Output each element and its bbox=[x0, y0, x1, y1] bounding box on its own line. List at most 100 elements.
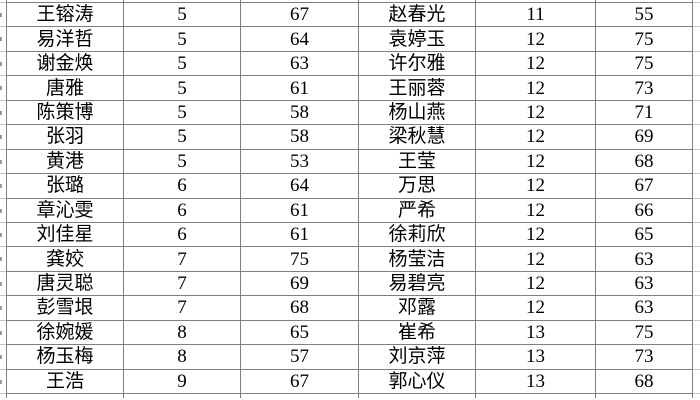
cropped-right-column-sliver bbox=[693, 2, 700, 27]
cropped-right-column-sliver bbox=[693, 197, 700, 222]
cropped-left-column-sliver bbox=[0, 393, 6, 398]
cropped-left-column-sliver bbox=[0, 50, 6, 76]
cell-score-left: 63 bbox=[240, 50, 358, 76]
cell-score-right: 63 bbox=[595, 246, 693, 271]
cell-number-right: 12 bbox=[475, 197, 595, 222]
cell-number-right: 12 bbox=[475, 270, 595, 296]
cell-score-right: 68 bbox=[595, 148, 693, 174]
cell-score-left: 64 bbox=[240, 173, 358, 198]
cell-score-left: 61 bbox=[240, 75, 358, 100]
cropped-left-column-sliver bbox=[0, 2, 6, 27]
cell-score-left: 67 bbox=[240, 368, 358, 393]
cell-score-right: 73 bbox=[595, 75, 693, 100]
cell-number-right: 12 bbox=[475, 221, 595, 247]
cropped-left-column-sliver bbox=[0, 295, 6, 320]
cell-score-right bbox=[595, 393, 693, 398]
cell-number-left bbox=[123, 393, 240, 398]
cell-number-left: 5 bbox=[123, 50, 240, 76]
cell-number-right bbox=[475, 0, 595, 2]
cell-number-left: 7 bbox=[123, 295, 240, 320]
cell-number-right: 11 bbox=[475, 2, 595, 27]
cell-score-right: 73 bbox=[595, 344, 693, 369]
cropped-right-column-sliver bbox=[693, 26, 700, 51]
cell-number-left: 7 bbox=[123, 246, 240, 271]
cell-number-left: 6 bbox=[123, 197, 240, 222]
cell-name-left: 刘佳星 bbox=[6, 221, 123, 247]
cell-score-right bbox=[595, 0, 693, 2]
cell-name-left: 龚姣 bbox=[6, 246, 123, 271]
cell-name-right: 严希 bbox=[358, 197, 475, 222]
cell-number-right: 13 bbox=[475, 344, 595, 369]
cell-score-left: 61 bbox=[240, 221, 358, 247]
cell-number-right: 12 bbox=[475, 246, 595, 271]
cell-score-left bbox=[240, 393, 358, 398]
cropped-right-column-sliver bbox=[693, 50, 700, 76]
cell-name-right: 杨山燕 bbox=[358, 99, 475, 125]
cell-score-left: 61 bbox=[240, 197, 358, 222]
cell-number-left: 5 bbox=[123, 75, 240, 100]
cell-score-left: 65 bbox=[240, 319, 358, 345]
cell-name-left: 王浩 bbox=[6, 368, 123, 393]
cell-score-right: 69 bbox=[595, 124, 693, 149]
cell-score-right: 68 bbox=[595, 368, 693, 393]
cell-name-right: 易碧亮 bbox=[358, 270, 475, 296]
cell-name-right: 梁秋慧 bbox=[358, 124, 475, 149]
cell-name-right: 刘京萍 bbox=[358, 344, 475, 369]
cell-score-left bbox=[240, 0, 358, 2]
cell-name-right bbox=[358, 0, 475, 2]
cell-name-left: 章沁雯 bbox=[6, 197, 123, 222]
cell-score-right: 75 bbox=[595, 319, 693, 345]
cell-number-left bbox=[123, 0, 240, 2]
cropped-left-column-sliver bbox=[0, 75, 6, 100]
cell-name-left: 易洋哲 bbox=[6, 26, 123, 51]
cropped-left-column-sliver bbox=[0, 344, 6, 369]
cropped-right-column-sliver bbox=[693, 124, 700, 149]
cropped-left-column-sliver bbox=[0, 148, 6, 174]
cropped-left-column-sliver bbox=[0, 270, 6, 296]
cell-score-right: 71 bbox=[595, 99, 693, 125]
cell-name-right: 杨莹洁 bbox=[358, 246, 475, 271]
cell-name-right bbox=[358, 393, 475, 398]
cell-score-right: 55 bbox=[595, 2, 693, 27]
cell-name-left: 王镕涛 bbox=[6, 2, 123, 27]
cell-number-left: 5 bbox=[123, 148, 240, 174]
cropped-left-column-sliver bbox=[0, 319, 6, 345]
cropped-left-column-sliver bbox=[0, 221, 6, 247]
cell-number-right: 12 bbox=[475, 295, 595, 320]
cropped-right-column-sliver bbox=[693, 246, 700, 271]
cell-score-left: 53 bbox=[240, 148, 358, 174]
cell-name-left: 张羽 bbox=[6, 124, 123, 149]
cropped-right-column-sliver bbox=[693, 270, 700, 296]
cropped-right-column-sliver bbox=[693, 319, 700, 345]
cell-number-left: 8 bbox=[123, 344, 240, 369]
cropped-left-column-sliver bbox=[0, 368, 6, 393]
cell-number-right: 12 bbox=[475, 75, 595, 100]
cropped-left-column-sliver bbox=[0, 26, 6, 51]
cell-number-left: 7 bbox=[123, 270, 240, 296]
cell-number-right: 12 bbox=[475, 173, 595, 198]
cropped-left-column-sliver bbox=[0, 124, 6, 149]
cell-name-right: 邓露 bbox=[358, 295, 475, 320]
cell-name-right: 崔希 bbox=[358, 319, 475, 345]
cropped-right-column-sliver bbox=[693, 344, 700, 369]
cropped-right-column-sliver bbox=[693, 295, 700, 320]
cell-score-left: 75 bbox=[240, 246, 358, 271]
cell-number-right: 12 bbox=[475, 50, 595, 76]
cell-name-left: 谢金焕 bbox=[6, 50, 123, 76]
cell-number-right: 13 bbox=[475, 319, 595, 345]
cell-number-right bbox=[475, 393, 595, 398]
cell-name-right: 赵春光 bbox=[358, 2, 475, 27]
cell-number-right: 12 bbox=[475, 99, 595, 125]
cell-name-right: 王莹 bbox=[358, 148, 475, 174]
cell-number-left: 5 bbox=[123, 99, 240, 125]
cell-number-left: 5 bbox=[123, 2, 240, 27]
cell-name-left: 唐雅 bbox=[6, 75, 123, 100]
cell-score-left: 57 bbox=[240, 344, 358, 369]
cell-score-right: 63 bbox=[595, 270, 693, 296]
cropped-right-column-sliver bbox=[693, 221, 700, 247]
cell-number-left: 6 bbox=[123, 173, 240, 198]
cropped-left-column-sliver bbox=[0, 99, 6, 125]
cropped-left-column-sliver bbox=[0, 197, 6, 222]
cell-score-left: 58 bbox=[240, 124, 358, 149]
cell-name-left: 唐灵聪 bbox=[6, 270, 123, 296]
